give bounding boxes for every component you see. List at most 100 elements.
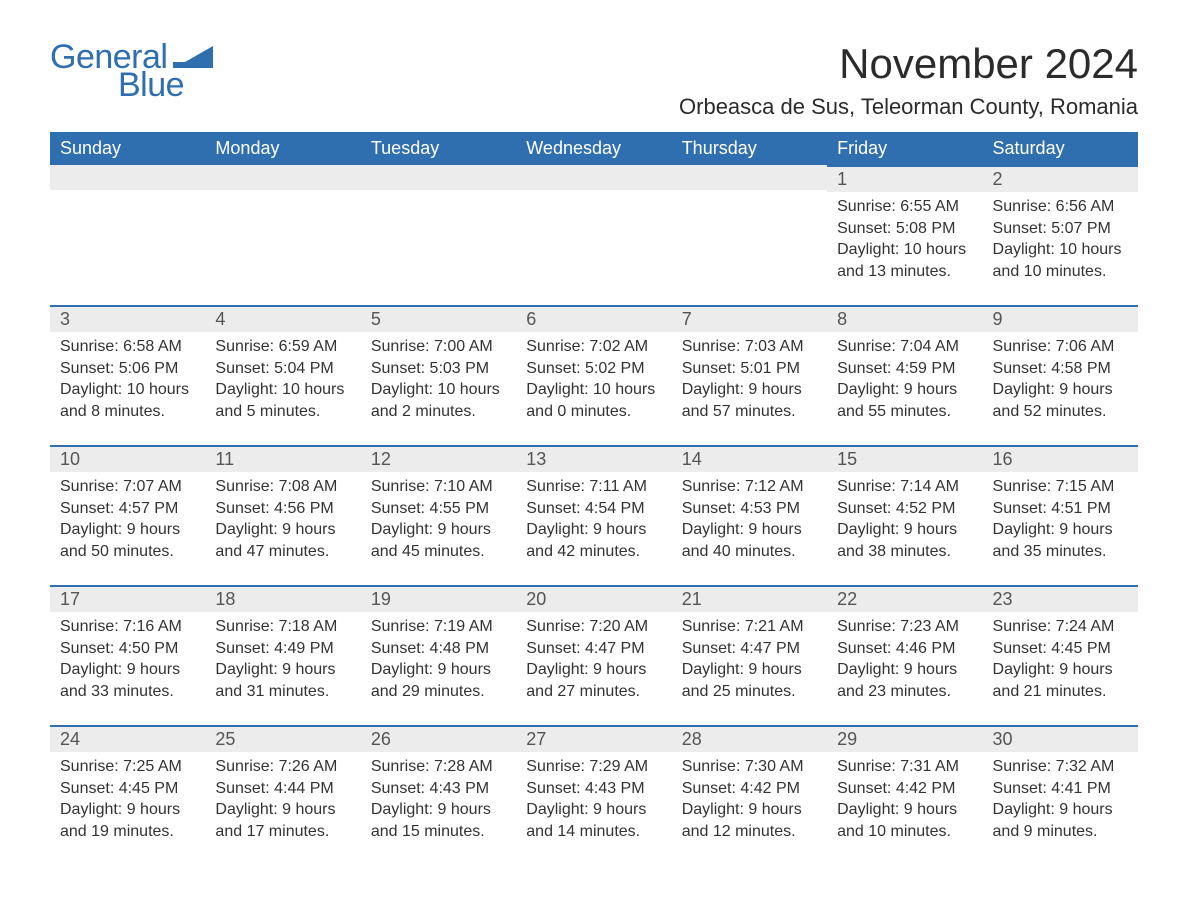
weekday-header: Monday — [205, 132, 360, 165]
day-body: Sunrise: 7:23 AMSunset: 4:46 PMDaylight:… — [827, 612, 982, 712]
sunrise-text: Sunrise: 7:07 AM — [60, 476, 195, 498]
day-number: 20 — [516, 587, 671, 612]
sunset-text: Sunset: 4:45 PM — [60, 778, 195, 800]
weekday-header: Wednesday — [516, 132, 671, 165]
day-body: Sunrise: 7:24 AMSunset: 4:45 PMDaylight:… — [983, 612, 1138, 712]
day-body: Sunrise: 7:08 AMSunset: 4:56 PMDaylight:… — [205, 472, 360, 572]
daylight-text: Daylight: 9 hours and 29 minutes. — [371, 659, 506, 702]
sunset-text: Sunset: 4:52 PM — [837, 498, 972, 520]
daylight-text: Daylight: 9 hours and 38 minutes. — [837, 519, 972, 562]
day-number-empty — [672, 165, 827, 190]
sunrise-text: Sunrise: 6:59 AM — [215, 336, 350, 358]
daylight-text: Daylight: 9 hours and 25 minutes. — [682, 659, 817, 702]
sunset-text: Sunset: 4:42 PM — [837, 778, 972, 800]
sunset-text: Sunset: 4:45 PM — [993, 638, 1128, 660]
sunrise-text: Sunrise: 7:00 AM — [371, 336, 506, 358]
calendar-cell: 28Sunrise: 7:30 AMSunset: 4:42 PMDayligh… — [672, 725, 827, 865]
sunset-text: Sunset: 4:46 PM — [837, 638, 972, 660]
day-number: 27 — [516, 727, 671, 752]
sunset-text: Sunset: 4:57 PM — [60, 498, 195, 520]
day-number: 28 — [672, 727, 827, 752]
day-number: 30 — [983, 727, 1138, 752]
page-title: November 2024 — [679, 40, 1138, 88]
sunset-text: Sunset: 4:54 PM — [526, 498, 661, 520]
day-body: Sunrise: 7:25 AMSunset: 4:45 PMDaylight:… — [50, 752, 205, 852]
calendar-cell: 8Sunrise: 7:04 AMSunset: 4:59 PMDaylight… — [827, 305, 982, 445]
weekday-header: Thursday — [672, 132, 827, 165]
day-body: Sunrise: 7:07 AMSunset: 4:57 PMDaylight:… — [50, 472, 205, 572]
day-body: Sunrise: 7:28 AMSunset: 4:43 PMDaylight:… — [361, 752, 516, 852]
calendar-cell: 6Sunrise: 7:02 AMSunset: 5:02 PMDaylight… — [516, 305, 671, 445]
sunrise-text: Sunrise: 7:16 AM — [60, 616, 195, 638]
sunset-text: Sunset: 4:55 PM — [371, 498, 506, 520]
day-number: 1 — [827, 167, 982, 192]
calendar-cell: 27Sunrise: 7:29 AMSunset: 4:43 PMDayligh… — [516, 725, 671, 865]
daylight-text: Daylight: 9 hours and 10 minutes. — [837, 799, 972, 842]
sunrise-text: Sunrise: 7:20 AM — [526, 616, 661, 638]
sunset-text: Sunset: 5:06 PM — [60, 358, 195, 380]
calendar-cell: 13Sunrise: 7:11 AMSunset: 4:54 PMDayligh… — [516, 445, 671, 585]
day-body: Sunrise: 7:12 AMSunset: 4:53 PMDaylight:… — [672, 472, 827, 572]
calendar-row: 24Sunrise: 7:25 AMSunset: 4:45 PMDayligh… — [50, 725, 1138, 865]
day-body: Sunrise: 6:59 AMSunset: 5:04 PMDaylight:… — [205, 332, 360, 432]
day-number-empty — [50, 165, 205, 190]
daylight-text: Daylight: 9 hours and 21 minutes. — [993, 659, 1128, 702]
daylight-text: Daylight: 9 hours and 55 minutes. — [837, 379, 972, 422]
day-body: Sunrise: 7:16 AMSunset: 4:50 PMDaylight:… — [50, 612, 205, 712]
daylight-text: Daylight: 9 hours and 50 minutes. — [60, 519, 195, 562]
day-number: 6 — [516, 307, 671, 332]
daylight-text: Daylight: 10 hours and 0 minutes. — [526, 379, 661, 422]
sunrise-text: Sunrise: 6:55 AM — [837, 196, 972, 218]
day-body: Sunrise: 7:30 AMSunset: 4:42 PMDaylight:… — [672, 752, 827, 852]
calendar-cell: 29Sunrise: 7:31 AMSunset: 4:42 PMDayligh… — [827, 725, 982, 865]
sunset-text: Sunset: 5:02 PM — [526, 358, 661, 380]
weekday-header: Friday — [827, 132, 982, 165]
calendar-cell — [50, 165, 205, 305]
day-body: Sunrise: 6:56 AMSunset: 5:07 PMDaylight:… — [983, 192, 1138, 292]
calendar-row: 17Sunrise: 7:16 AMSunset: 4:50 PMDayligh… — [50, 585, 1138, 725]
daylight-text: Daylight: 9 hours and 17 minutes. — [215, 799, 350, 842]
calendar-cell: 23Sunrise: 7:24 AMSunset: 4:45 PMDayligh… — [983, 585, 1138, 725]
day-number: 7 — [672, 307, 827, 332]
calendar-cell: 3Sunrise: 6:58 AMSunset: 5:06 PMDaylight… — [50, 305, 205, 445]
calendar-cell: 10Sunrise: 7:07 AMSunset: 4:57 PMDayligh… — [50, 445, 205, 585]
day-body: Sunrise: 7:10 AMSunset: 4:55 PMDaylight:… — [361, 472, 516, 572]
sunrise-text: Sunrise: 7:02 AM — [526, 336, 661, 358]
sunrise-text: Sunrise: 7:15 AM — [993, 476, 1128, 498]
calendar-cell: 19Sunrise: 7:19 AMSunset: 4:48 PMDayligh… — [361, 585, 516, 725]
sunrise-text: Sunrise: 7:29 AM — [526, 756, 661, 778]
day-body: Sunrise: 7:02 AMSunset: 5:02 PMDaylight:… — [516, 332, 671, 432]
sunset-text: Sunset: 4:58 PM — [993, 358, 1128, 380]
sunrise-text: Sunrise: 7:03 AM — [682, 336, 817, 358]
daylight-text: Daylight: 9 hours and 31 minutes. — [215, 659, 350, 702]
sunrise-text: Sunrise: 7:04 AM — [837, 336, 972, 358]
daylight-text: Daylight: 10 hours and 5 minutes. — [215, 379, 350, 422]
day-number: 9 — [983, 307, 1138, 332]
day-body: Sunrise: 7:31 AMSunset: 4:42 PMDaylight:… — [827, 752, 982, 852]
day-number: 8 — [827, 307, 982, 332]
daylight-text: Daylight: 10 hours and 8 minutes. — [60, 379, 195, 422]
daylight-text: Daylight: 9 hours and 27 minutes. — [526, 659, 661, 702]
day-number: 16 — [983, 447, 1138, 472]
brand-logo: General Blue — [50, 40, 217, 102]
sunset-text: Sunset: 4:47 PM — [526, 638, 661, 660]
calendar-cell: 1Sunrise: 6:55 AMSunset: 5:08 PMDaylight… — [827, 165, 982, 305]
daylight-text: Daylight: 9 hours and 40 minutes. — [682, 519, 817, 562]
daylight-text: Daylight: 9 hours and 12 minutes. — [682, 799, 817, 842]
day-number: 21 — [672, 587, 827, 612]
sunset-text: Sunset: 4:50 PM — [60, 638, 195, 660]
day-number: 10 — [50, 447, 205, 472]
daylight-text: Daylight: 9 hours and 15 minutes. — [371, 799, 506, 842]
day-body: Sunrise: 7:14 AMSunset: 4:52 PMDaylight:… — [827, 472, 982, 572]
sunset-text: Sunset: 4:44 PM — [215, 778, 350, 800]
sunset-text: Sunset: 4:47 PM — [682, 638, 817, 660]
sunrise-text: Sunrise: 6:58 AM — [60, 336, 195, 358]
sunrise-text: Sunrise: 7:21 AM — [682, 616, 817, 638]
day-body: Sunrise: 7:19 AMSunset: 4:48 PMDaylight:… — [361, 612, 516, 712]
daylight-text: Daylight: 9 hours and 33 minutes. — [60, 659, 195, 702]
day-body: Sunrise: 7:04 AMSunset: 4:59 PMDaylight:… — [827, 332, 982, 432]
calendar-cell: 9Sunrise: 7:06 AMSunset: 4:58 PMDaylight… — [983, 305, 1138, 445]
calendar-cell: 26Sunrise: 7:28 AMSunset: 4:43 PMDayligh… — [361, 725, 516, 865]
sunrise-text: Sunrise: 7:25 AM — [60, 756, 195, 778]
daylight-text: Daylight: 9 hours and 57 minutes. — [682, 379, 817, 422]
